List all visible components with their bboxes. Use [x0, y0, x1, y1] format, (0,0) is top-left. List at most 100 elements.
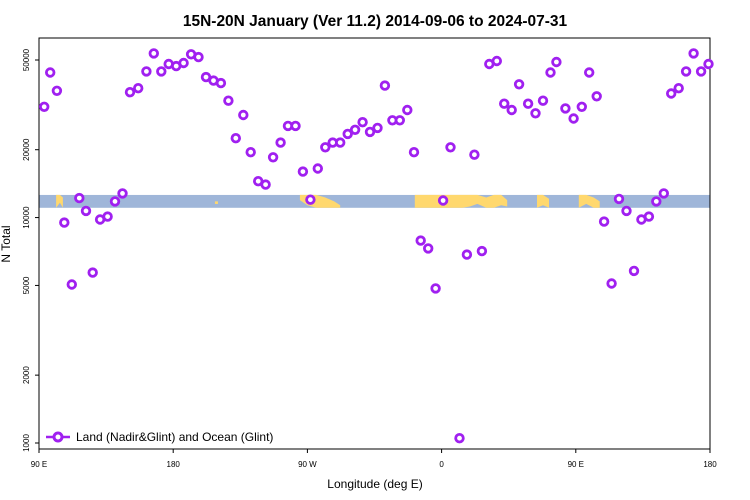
data-point: [59, 217, 70, 228]
x-tick-label: 0: [439, 460, 444, 469]
data-point: [568, 113, 579, 124]
data-point: [51, 85, 63, 96]
land-ocean-map-band: [39, 194, 710, 208]
data-point: [491, 55, 502, 67]
data-point: [688, 48, 699, 59]
data-point: [454, 433, 465, 444]
data-point: [312, 163, 323, 174]
data-point: [132, 82, 144, 94]
data-point: [598, 216, 610, 227]
data-point: [402, 104, 413, 116]
data-point: [178, 57, 189, 69]
data-point: [349, 124, 361, 135]
data-point: [275, 137, 286, 148]
data-point: [576, 101, 587, 112]
data-point: [109, 196, 121, 207]
data-point: [223, 95, 234, 106]
data-point: [606, 278, 617, 289]
data-point: [215, 77, 227, 89]
data-point: [537, 95, 549, 106]
legend-marker: [52, 431, 64, 443]
data-point: [651, 196, 662, 207]
data-point: [461, 249, 473, 260]
data-point: [591, 91, 602, 102]
data-point: [102, 211, 113, 222]
data-point: [628, 265, 640, 277]
x-axis: 90 E 180 90 W 0 90 E 180: [31, 448, 717, 469]
data-point: [156, 66, 167, 77]
data-point: [445, 142, 456, 153]
data-point: [45, 67, 56, 78]
land-mass: [56, 194, 63, 208]
data-point: [364, 126, 376, 138]
data-point: [423, 243, 434, 254]
data-point: [87, 267, 98, 278]
data-point: [335, 137, 346, 148]
x-tick-label: 90 E: [31, 460, 47, 469]
data-point: [506, 104, 517, 116]
y-tick-label: 20000: [22, 138, 31, 161]
chart-title: 15N-20N January (Ver 11.2) 2014-09-06 to…: [183, 13, 568, 30]
data-point: [643, 211, 655, 222]
ocean-band: [39, 194, 710, 208]
data-point: [430, 283, 441, 294]
data-point: [703, 58, 714, 70]
data-point: [551, 56, 562, 68]
y-tick-label: 10000: [22, 206, 31, 229]
y-axis: 1000 2000 5000 10000 20000 50000: [22, 48, 40, 452]
data-point: [469, 149, 480, 160]
data-point: [305, 194, 316, 205]
data-point: [39, 101, 50, 112]
data-point: [372, 122, 383, 134]
legend-label: Land (Nadir&Glint) and Ocean (Glint): [76, 430, 273, 444]
data-point: [320, 142, 331, 153]
data-points: [39, 48, 714, 444]
x-tick-label: 90 E: [568, 460, 584, 469]
data-point: [117, 188, 128, 199]
y-axis-title: N Total: [0, 225, 13, 262]
data-point: [513, 79, 525, 90]
legend: Land (Nadir&Glint) and Ocean (Glint): [46, 430, 273, 444]
x-tick-label: 90 W: [298, 460, 317, 469]
data-point: [141, 66, 152, 77]
land-mass: [578, 194, 600, 208]
data-point: [297, 166, 309, 177]
data-point: [379, 80, 391, 91]
data-point: [238, 109, 249, 121]
data-point: [613, 193, 625, 205]
data-point: [148, 48, 159, 59]
data-point: [545, 67, 556, 78]
data-point: [80, 205, 92, 217]
land-mass: [214, 201, 218, 204]
data-point: [124, 86, 136, 98]
data-point: [522, 98, 534, 109]
data-point: [621, 205, 632, 217]
data-point: [290, 120, 301, 132]
data-point: [560, 103, 571, 114]
data-point: [394, 115, 405, 126]
data-point: [74, 192, 85, 204]
data-point: [499, 98, 510, 109]
data-point: [260, 179, 271, 190]
data-point: [230, 132, 241, 144]
x-tick-label: 180: [703, 460, 717, 469]
x-tick-label: 180: [167, 460, 181, 469]
data-point: [530, 108, 541, 119]
data-point: [584, 67, 595, 78]
y-tick-label: 5000: [22, 276, 31, 294]
data-point: [680, 66, 692, 77]
x-axis-title: Longitude (deg E): [327, 477, 422, 491]
y-tick-label: 1000: [22, 434, 31, 452]
data-point: [695, 66, 707, 77]
data-point: [245, 146, 256, 158]
data-point: [342, 128, 353, 140]
y-tick-label: 2000: [22, 366, 31, 384]
data-point: [267, 152, 279, 163]
land-mass: [414, 194, 508, 208]
y-tick-label: 50000: [22, 48, 31, 71]
data-point: [437, 195, 449, 206]
data-point: [415, 235, 426, 246]
data-point: [66, 279, 77, 290]
data-point: [408, 146, 420, 158]
